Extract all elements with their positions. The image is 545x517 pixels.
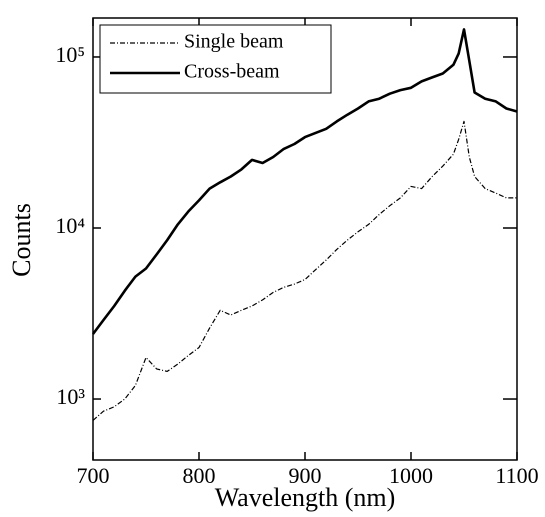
y-tick-label: 10⁴: [55, 213, 85, 238]
x-tick-label: 900: [289, 463, 322, 488]
y-axis-label: Counts: [7, 203, 36, 277]
legend-label: Cross-beam: [184, 61, 280, 83]
x-tick-label: 800: [183, 463, 216, 488]
x-axis-label: Wavelength (nm): [215, 483, 396, 512]
x-tick-label: 1000: [389, 463, 433, 488]
x-tick-label: 700: [77, 463, 110, 488]
y-tick-label: 10³: [56, 384, 85, 409]
series-line: [92, 120, 517, 421]
legend-label: Single beam: [184, 31, 284, 53]
y-tick-label: 10⁵: [55, 42, 85, 67]
x-tick-label: 1100: [495, 463, 538, 488]
series-line: [91, 28, 518, 335]
legend-box: [99, 24, 332, 94]
